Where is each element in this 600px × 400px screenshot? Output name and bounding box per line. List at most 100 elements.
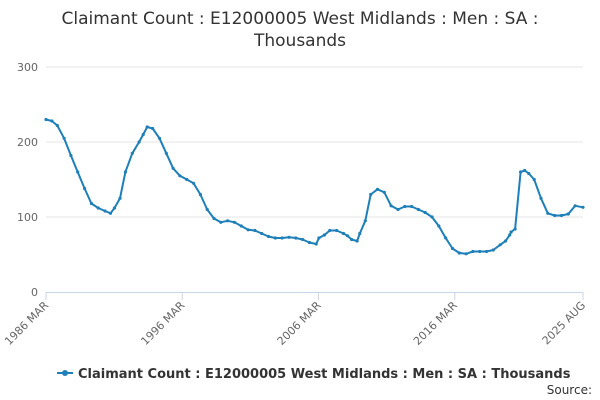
data-point[interactable] [55, 123, 59, 128]
data-point[interactable] [539, 196, 543, 200]
legend[interactable]: Claimant Count : E12000005 West Midlands… [57, 367, 571, 382]
data-point[interactable] [253, 228, 257, 233]
data-point[interactable] [171, 166, 175, 170]
data-point[interactable] [350, 237, 354, 242]
data-point[interactable] [83, 186, 87, 191]
data-point[interactable] [382, 190, 386, 194]
data-point[interactable] [491, 248, 495, 252]
data-point[interactable] [450, 246, 455, 251]
data-point[interactable] [498, 243, 502, 247]
data-point[interactable] [509, 230, 513, 234]
data-point[interactable] [145, 125, 149, 129]
data-point[interactable] [307, 240, 311, 245]
data-point[interactable] [50, 119, 54, 123]
data-point[interactable] [527, 171, 531, 176]
data-point[interactable] [157, 136, 162, 140]
data-point[interactable] [358, 231, 362, 236]
data-point[interactable] [396, 207, 400, 212]
data-point[interactable] [198, 192, 202, 197]
data-point[interactable] [164, 151, 168, 155]
data-point[interactable] [444, 236, 448, 240]
data-point[interactable] [513, 227, 517, 231]
data-point[interactable] [437, 224, 441, 228]
data-point[interactable] [69, 153, 73, 158]
data-point[interactable] [232, 220, 236, 224]
data-point[interactable] [280, 236, 284, 240]
data-point[interactable] [553, 213, 557, 218]
data-point[interactable] [314, 242, 318, 246]
data-point[interactable] [457, 251, 461, 255]
data-point[interactable] [345, 234, 350, 238]
data-point[interactable] [317, 236, 321, 240]
data-point[interactable] [44, 117, 48, 122]
data-point[interactable] [523, 168, 527, 173]
data-point[interactable] [212, 216, 216, 221]
data-point[interactable] [328, 228, 332, 233]
data-point[interactable] [471, 249, 475, 254]
data-point[interactable] [504, 239, 508, 243]
series-line[interactable] [45, 118, 584, 255]
data-point[interactable] [246, 228, 250, 232]
data-point[interactable] [151, 126, 155, 131]
x-tick-label: 1986 MAR [2, 299, 51, 348]
data-point[interactable] [96, 206, 100, 210]
data-point[interactable] [76, 170, 80, 174]
data-point[interactable] [301, 237, 305, 242]
data-point[interactable] [260, 231, 264, 236]
data-point[interactable] [464, 252, 468, 256]
data-point[interactable] [546, 211, 550, 215]
data-point[interactable] [581, 205, 585, 209]
data-point[interactable] [137, 140, 141, 144]
data-point[interactable] [363, 219, 367, 223]
chart-title-line-1: Claimant Count : E12000005 West Midlands… [61, 9, 538, 29]
data-point[interactable] [430, 215, 434, 219]
data-point[interactable] [287, 235, 291, 239]
data-point[interactable] [112, 206, 117, 210]
data-point[interactable] [118, 196, 122, 200]
y-tick-label: 0 [31, 286, 38, 299]
data-point[interactable] [559, 213, 564, 218]
data-point[interactable] [178, 174, 182, 178]
data-point[interactable] [389, 204, 393, 208]
data-point[interactable] [484, 249, 489, 254]
data-point[interactable] [205, 207, 209, 212]
data-point[interactable] [335, 228, 339, 233]
data-point[interactable] [566, 212, 570, 216]
y-tick-label: 100 [17, 211, 38, 224]
data-point[interactable] [294, 236, 298, 240]
data-point[interactable] [403, 204, 407, 209]
data-point[interactable] [192, 181, 196, 185]
data-point[interactable] [141, 132, 145, 137]
data-point[interactable] [226, 219, 230, 223]
data-point[interactable] [266, 234, 271, 239]
data-point[interactable] [108, 211, 113, 215]
data-point[interactable] [185, 177, 189, 182]
data-point[interactable] [532, 177, 536, 182]
data-point[interactable] [103, 209, 107, 213]
data-point[interactable] [355, 239, 359, 243]
grid-lines [46, 66, 583, 218]
data-point[interactable] [89, 201, 93, 206]
data-point[interactable] [416, 207, 420, 212]
data-point[interactable] [130, 151, 134, 155]
data-point[interactable] [478, 249, 482, 254]
data-point[interactable] [322, 233, 326, 237]
chart-title-line-2: Thousands [253, 31, 346, 51]
data-point[interactable] [519, 170, 523, 174]
data-point[interactable] [341, 231, 346, 236]
data-point[interactable] [123, 170, 127, 174]
x-tick-label: 2006 MAR [275, 299, 324, 348]
data-point[interactable] [369, 192, 373, 197]
data-point[interactable] [239, 224, 243, 228]
data-point[interactable] [219, 220, 223, 224]
data-point[interactable] [573, 204, 577, 208]
x-tick-label: 2016 MAR [411, 299, 460, 348]
data-point[interactable] [423, 210, 427, 215]
data-point[interactable] [375, 187, 380, 191]
data-point[interactable] [62, 136, 66, 140]
data-point[interactable] [508, 233, 512, 237]
data-point[interactable] [273, 236, 277, 240]
credits[interactable]: Source: [547, 383, 592, 397]
data-point[interactable] [410, 204, 414, 209]
